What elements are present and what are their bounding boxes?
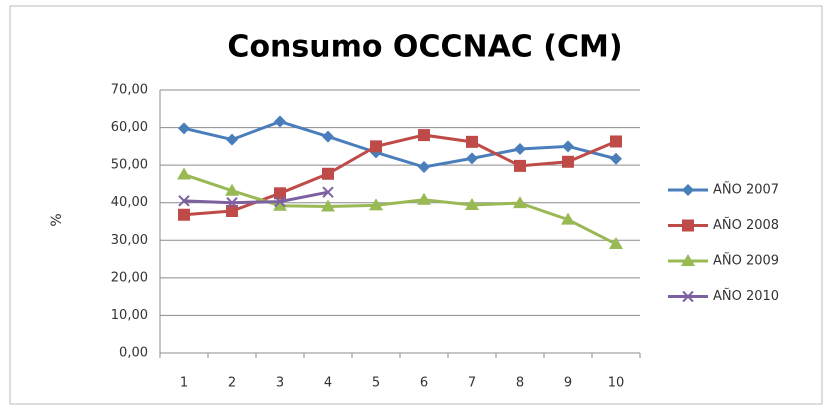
data-point xyxy=(514,159,526,172)
data-point xyxy=(274,187,286,200)
data-point xyxy=(561,212,575,225)
data-point xyxy=(274,195,286,208)
data-point xyxy=(178,195,190,207)
chart-title: Consumo OCCNAC (CM) xyxy=(227,30,622,65)
legend-marker xyxy=(682,290,694,303)
legend-marker xyxy=(682,184,694,196)
data-point xyxy=(274,115,286,128)
data-point xyxy=(562,140,574,153)
data-point xyxy=(418,161,430,174)
x-tick-label: 10 xyxy=(608,376,625,391)
x-tick-label: 3 xyxy=(276,376,284,391)
x-tick-label: 4 xyxy=(324,376,332,391)
x-tick-label: 1 xyxy=(180,376,188,391)
data-point xyxy=(322,130,334,143)
chart-frame xyxy=(9,5,823,405)
y-tick-label: 60,00 xyxy=(111,120,148,135)
y-tick-label: 30,00 xyxy=(111,233,148,248)
data-point xyxy=(610,135,622,148)
data-point xyxy=(514,142,526,155)
legend-label: AÑO 2009 xyxy=(713,253,779,269)
data-point xyxy=(610,152,622,165)
x-tick-label: 2 xyxy=(228,376,236,391)
data-point xyxy=(562,155,574,168)
y-tick-label: 20,00 xyxy=(111,270,148,285)
legend-label: AÑO 2008 xyxy=(713,217,779,233)
data-point xyxy=(466,152,478,165)
legend-marker xyxy=(681,254,695,266)
data-point xyxy=(178,208,190,221)
legend-marker xyxy=(682,219,694,232)
y-tick-label: 40,00 xyxy=(111,195,148,210)
y-tick-label: 50,00 xyxy=(111,158,148,173)
series-line xyxy=(183,190,329,205)
data-point xyxy=(321,199,335,212)
data-point xyxy=(226,204,238,217)
legend-label: AÑO 2007 xyxy=(713,182,779,198)
data-point xyxy=(226,133,238,146)
data-point xyxy=(273,198,287,211)
data-point xyxy=(513,196,527,209)
y-tick-label: 0,00 xyxy=(119,346,148,361)
data-point xyxy=(465,197,479,210)
x-tick-label: 5 xyxy=(372,376,380,391)
data-point xyxy=(417,192,431,205)
x-tick-label: 9 xyxy=(564,376,572,391)
data-point xyxy=(177,167,191,180)
data-point xyxy=(225,183,239,196)
data-point xyxy=(466,135,478,148)
x-tick-label: 6 xyxy=(420,376,428,391)
data-point xyxy=(226,197,238,209)
x-tick-label: 7 xyxy=(468,376,476,391)
data-point xyxy=(178,122,190,135)
y-tick-label: 10,00 xyxy=(111,308,148,323)
data-point xyxy=(369,198,383,211)
data-point xyxy=(418,129,430,142)
series-line xyxy=(183,119,617,169)
legend-label: AÑO 2010 xyxy=(713,288,779,304)
series-line xyxy=(183,173,617,246)
data-point xyxy=(609,237,623,250)
data-point xyxy=(322,186,334,198)
data-point xyxy=(370,140,382,153)
x-tick-label: 8 xyxy=(516,376,524,391)
data-point xyxy=(322,167,334,180)
y-tick-label: 70,00 xyxy=(111,83,148,98)
y-axis-label: % xyxy=(49,213,65,226)
